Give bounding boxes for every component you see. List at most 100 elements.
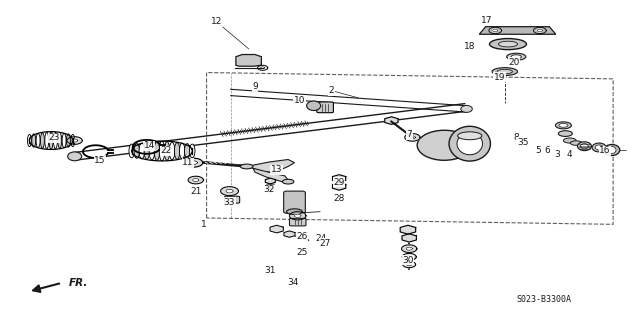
Ellipse shape — [595, 145, 603, 150]
Text: 19: 19 — [494, 73, 506, 82]
Ellipse shape — [149, 142, 155, 160]
Text: 33: 33 — [224, 198, 236, 207]
Polygon shape — [236, 55, 261, 66]
Ellipse shape — [170, 142, 175, 160]
Polygon shape — [493, 29, 498, 32]
Ellipse shape — [511, 55, 522, 59]
Polygon shape — [385, 117, 398, 124]
Ellipse shape — [282, 179, 294, 184]
Polygon shape — [333, 175, 346, 182]
Ellipse shape — [189, 144, 195, 158]
Text: 8: 8 — [513, 133, 519, 142]
Text: 34: 34 — [287, 278, 299, 287]
Text: 29: 29 — [333, 178, 345, 187]
Polygon shape — [188, 176, 204, 184]
Text: 4: 4 — [567, 150, 573, 159]
Polygon shape — [289, 212, 306, 220]
FancyBboxPatch shape — [317, 102, 333, 113]
Text: 28: 28 — [333, 194, 345, 203]
Text: 12: 12 — [211, 18, 223, 26]
Ellipse shape — [58, 133, 61, 148]
Polygon shape — [406, 256, 412, 258]
Text: 18: 18 — [464, 42, 476, 51]
Ellipse shape — [129, 144, 134, 158]
Polygon shape — [67, 137, 83, 144]
Ellipse shape — [67, 134, 70, 147]
Text: 10: 10 — [294, 96, 305, 105]
Ellipse shape — [490, 39, 527, 50]
Text: FR.: FR. — [68, 278, 88, 288]
Ellipse shape — [497, 69, 513, 74]
Text: 35: 35 — [517, 137, 529, 147]
Polygon shape — [221, 187, 239, 196]
Ellipse shape — [174, 143, 180, 159]
Ellipse shape — [417, 130, 471, 160]
Text: 24: 24 — [316, 234, 327, 243]
Polygon shape — [406, 247, 412, 250]
Ellipse shape — [287, 209, 303, 214]
Ellipse shape — [68, 152, 82, 161]
Polygon shape — [489, 27, 502, 33]
FancyBboxPatch shape — [225, 196, 240, 203]
Ellipse shape — [139, 143, 145, 159]
Text: 30: 30 — [402, 256, 413, 264]
Text: 2: 2 — [329, 86, 334, 95]
Polygon shape — [270, 225, 284, 233]
Polygon shape — [402, 253, 416, 260]
Polygon shape — [538, 29, 542, 32]
Ellipse shape — [179, 143, 185, 159]
Polygon shape — [406, 263, 412, 266]
Ellipse shape — [592, 143, 606, 152]
Text: 9: 9 — [252, 82, 258, 91]
Ellipse shape — [558, 131, 572, 137]
Ellipse shape — [144, 143, 150, 159]
Polygon shape — [534, 27, 546, 33]
Polygon shape — [333, 182, 346, 190]
Polygon shape — [401, 245, 417, 252]
Text: 13: 13 — [271, 165, 282, 174]
Ellipse shape — [449, 126, 490, 161]
Ellipse shape — [184, 144, 190, 158]
Text: 15: 15 — [95, 156, 106, 165]
Polygon shape — [72, 139, 77, 142]
Ellipse shape — [307, 101, 321, 110]
Text: 23: 23 — [48, 133, 60, 143]
Text: 21: 21 — [190, 187, 202, 196]
Ellipse shape — [461, 105, 472, 112]
Polygon shape — [246, 160, 294, 172]
Ellipse shape — [36, 133, 40, 148]
Ellipse shape — [556, 122, 572, 129]
Ellipse shape — [45, 132, 49, 149]
Polygon shape — [185, 158, 203, 167]
Polygon shape — [479, 27, 556, 34]
Polygon shape — [294, 214, 301, 218]
Ellipse shape — [54, 132, 58, 149]
Ellipse shape — [492, 68, 518, 76]
Ellipse shape — [559, 123, 568, 127]
Ellipse shape — [507, 53, 526, 60]
Ellipse shape — [62, 133, 66, 148]
Ellipse shape — [499, 41, 518, 47]
Ellipse shape — [457, 133, 483, 155]
Ellipse shape — [159, 141, 164, 161]
Polygon shape — [190, 161, 197, 164]
Polygon shape — [260, 67, 265, 69]
Polygon shape — [402, 234, 417, 242]
Polygon shape — [404, 134, 420, 141]
Ellipse shape — [40, 133, 44, 148]
Ellipse shape — [164, 142, 170, 160]
Text: 1: 1 — [201, 220, 207, 229]
Ellipse shape — [71, 134, 75, 147]
Polygon shape — [226, 189, 233, 193]
Ellipse shape — [563, 138, 576, 143]
Polygon shape — [410, 136, 415, 139]
Text: 14: 14 — [143, 141, 155, 150]
Ellipse shape — [32, 134, 36, 147]
Ellipse shape — [458, 132, 482, 140]
Polygon shape — [253, 168, 288, 182]
Ellipse shape — [134, 144, 140, 158]
Text: 20: 20 — [508, 58, 520, 67]
Text: 5: 5 — [536, 145, 541, 154]
Ellipse shape — [580, 144, 588, 149]
Polygon shape — [284, 231, 295, 237]
